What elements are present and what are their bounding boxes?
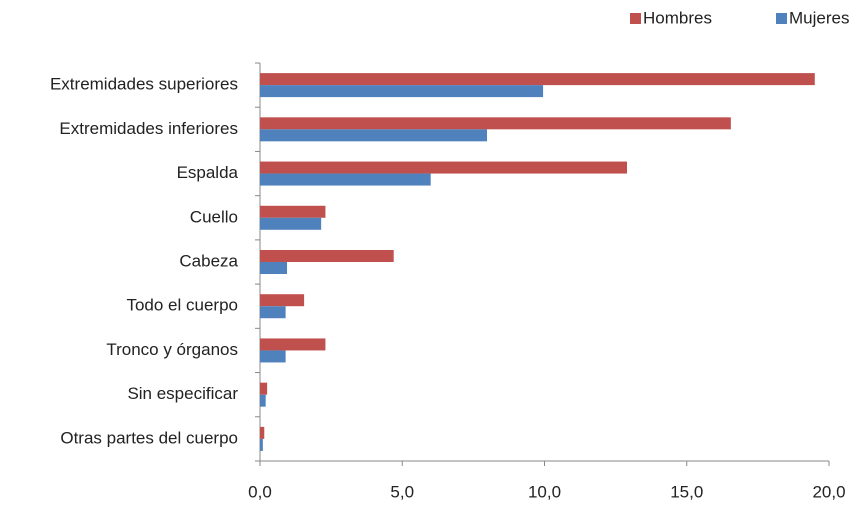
legend-swatch bbox=[630, 13, 641, 24]
bar bbox=[260, 438, 263, 451]
bar bbox=[260, 217, 322, 230]
bar bbox=[260, 262, 288, 274]
y-tick-label: Espalda bbox=[177, 163, 239, 182]
legend-label: Hombres bbox=[643, 8, 712, 27]
legend-swatch bbox=[776, 13, 787, 24]
y-tick-label: Cabeza bbox=[179, 251, 238, 270]
bar bbox=[260, 129, 488, 142]
y-tick-label: Extremidades superiores bbox=[50, 75, 238, 94]
x-tick-label: 5,0 bbox=[390, 482, 414, 501]
bar bbox=[260, 250, 394, 262]
x-tick-label: 10,0 bbox=[528, 482, 561, 501]
bar bbox=[260, 205, 326, 218]
x-tick-label: 20,0 bbox=[812, 482, 845, 501]
y-tick-label: Extremidades inferiores bbox=[59, 119, 238, 138]
y-tick-label: Sin especificar bbox=[127, 384, 238, 403]
bar bbox=[260, 382, 268, 395]
y-tick-label: Otras partes del cuerpo bbox=[60, 428, 238, 447]
bar bbox=[260, 173, 431, 186]
bar bbox=[260, 426, 265, 439]
legend-label: Mujeres bbox=[789, 8, 849, 27]
bar bbox=[260, 161, 628, 174]
bar bbox=[260, 306, 286, 319]
bar bbox=[260, 350, 286, 363]
y-tick-label: Todo el cuerpo bbox=[126, 296, 238, 315]
bar bbox=[260, 117, 731, 130]
bar bbox=[260, 85, 544, 98]
bar bbox=[260, 394, 266, 407]
y-tick-label: Tronco y órganos bbox=[106, 340, 238, 359]
y-tick-label: Cuello bbox=[190, 207, 238, 226]
bar bbox=[260, 338, 326, 351]
bar bbox=[260, 294, 305, 307]
bar bbox=[260, 73, 815, 86]
x-tick-label: 15,0 bbox=[670, 482, 703, 501]
x-tick-label: 0,0 bbox=[248, 482, 272, 501]
